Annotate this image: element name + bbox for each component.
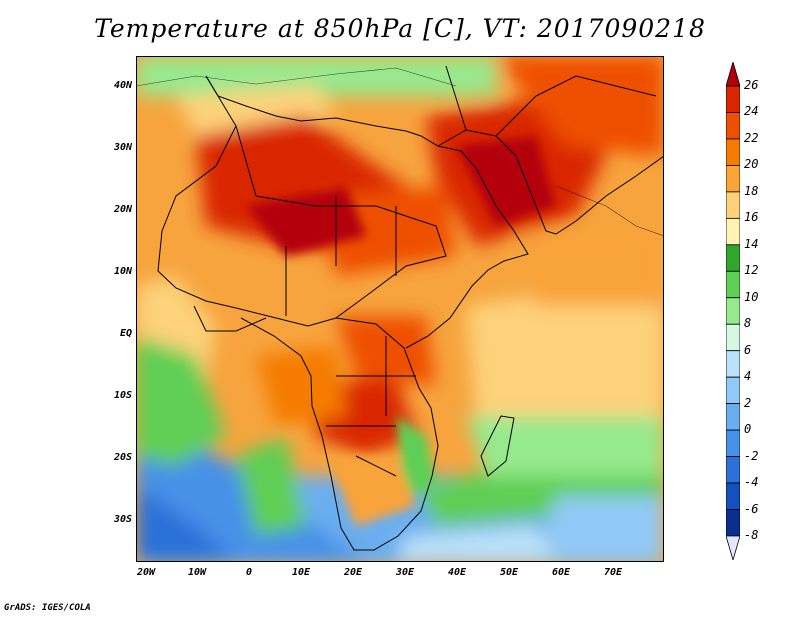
- lon-label-20e: 20E: [343, 567, 363, 578]
- colorbar-label: 26: [744, 78, 759, 92]
- colorbar-segment: [726, 376, 740, 405]
- colorbar-bottom-arrow: [726, 535, 740, 560]
- map-title: Temperature at 850hPa [C], VT: 201709021…: [94, 14, 706, 43]
- colorbar-segment: [726, 165, 740, 193]
- colorbar-label: 16: [744, 210, 759, 225]
- colorbar-label: 4: [744, 369, 752, 384]
- colorbar-segment: [726, 138, 740, 166]
- map-frame: [136, 56, 664, 562]
- lat-label-20n: 20N: [113, 204, 132, 215]
- colorbar-segment: [726, 112, 740, 140]
- colorbar-label: 2: [744, 395, 752, 410]
- colorbar-segment: [726, 191, 740, 219]
- colorbar-label: 14: [744, 236, 759, 251]
- colorbar-segment: [726, 509, 740, 537]
- lon-label-30e: 30E: [395, 567, 415, 578]
- lat-label-30s: 30S: [113, 514, 132, 525]
- colorbar-label: -4: [744, 475, 759, 490]
- lon-label-50e: 50E: [499, 567, 519, 578]
- colorbar-label: 12: [744, 263, 759, 278]
- lat-label-10n: 10N: [113, 266, 132, 277]
- colorbar-label: 8: [744, 316, 752, 331]
- coastlines: [157, 65, 664, 551]
- colorbar-label: 20: [744, 157, 759, 172]
- colorbar: [726, 62, 740, 560]
- temperature-map: [136, 56, 664, 562]
- lat-label-10s: 10S: [113, 390, 132, 401]
- colorbar-label: -2: [744, 448, 759, 463]
- colorbar-segment: [726, 323, 740, 352]
- lon-label-20w: 20W: [136, 567, 156, 578]
- colorbar-segment: [726, 456, 740, 484]
- lon-label-40e: 40E: [447, 567, 467, 578]
- colorbar-label: 10: [744, 289, 759, 304]
- lat-label-40n: 40N: [113, 80, 132, 91]
- colorbar-label: 0: [744, 422, 752, 437]
- colorbar-segment: [726, 297, 740, 325]
- lon-label-60e: 60E: [551, 567, 571, 578]
- lon-label-0: 0: [245, 567, 253, 578]
- colorbar-segment: [726, 85, 740, 113]
- lon-label-10w: 10W: [187, 567, 207, 578]
- colorbar-top-arrow: [726, 62, 740, 87]
- lat-label-30n: 30N: [113, 142, 132, 153]
- colorbar-segment: [726, 350, 740, 378]
- colorbar-label: 6: [744, 342, 752, 357]
- colorbar-label: 24: [744, 104, 759, 119]
- colorbar-label: -8: [744, 528, 759, 542]
- colorbar-segment: [726, 429, 740, 457]
- colorbar-label: 18: [744, 183, 759, 198]
- colorbar-segment: [726, 482, 740, 510]
- colorbar-segment: [726, 403, 740, 431]
- lat-label-eq: EQ: [119, 328, 132, 339]
- colorbar-segment: [726, 270, 740, 299]
- lon-label-70e: 70E: [603, 567, 623, 578]
- lon-label-10e: 10E: [291, 567, 311, 578]
- colorbar-label: -6: [744, 501, 759, 516]
- colorbar-segment: [726, 217, 740, 246]
- lat-label-20s: 20S: [113, 452, 132, 463]
- colorbar-segment: [726, 244, 740, 272]
- grads-credit: GrADS: IGES/COLA: [4, 603, 91, 613]
- colorbar-label: 22: [744, 130, 759, 145]
